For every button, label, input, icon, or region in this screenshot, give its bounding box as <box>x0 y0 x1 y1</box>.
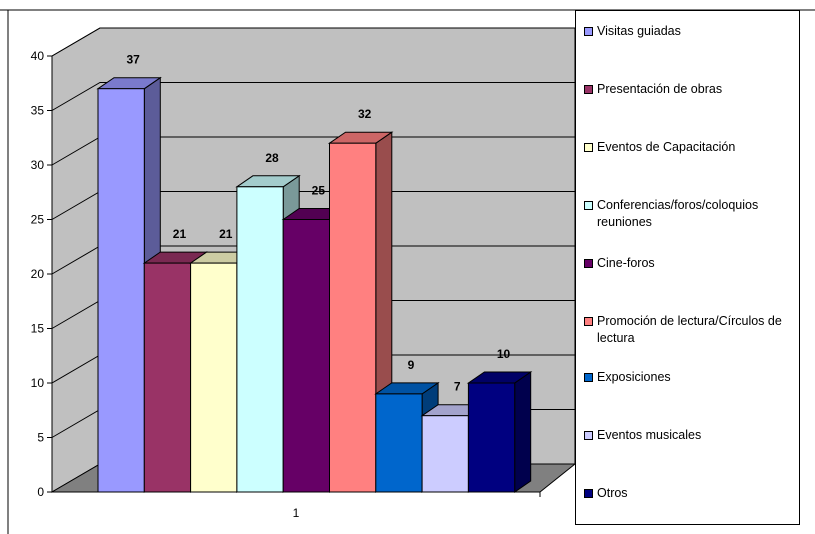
y-tick-label: 30 <box>31 158 45 172</box>
legend-swatch <box>584 85 593 94</box>
legend-item: Promoción de lectura/Círculos de lectura <box>584 313 799 347</box>
bar-front <box>329 142 377 493</box>
y-tick-label: 5 <box>37 431 44 445</box>
y-tick-label: 40 <box>31 49 45 63</box>
legend-swatch <box>584 373 593 382</box>
gridline <box>51 27 575 57</box>
legend-swatch <box>584 259 593 268</box>
legend-item: Eventos musicales <box>584 427 799 444</box>
legend-label: Cine-foros <box>597 256 655 270</box>
legend-label: Presentación de obras <box>597 82 723 96</box>
legend-label: Otros <box>597 486 628 500</box>
legend-item: Exposiciones <box>584 369 799 386</box>
legend: Visitas guiadas Presentación de obras Even… <box>575 10 800 525</box>
data-label: 21 <box>173 227 187 241</box>
bar-front <box>190 262 238 493</box>
legend-label: Conferencias/foros/coloquios reuniones <box>597 198 759 229</box>
bar-front <box>467 382 516 493</box>
legend-item: Visitas guiadas <box>584 23 799 40</box>
y-tick-label: 20 <box>31 267 45 281</box>
legend-swatch <box>584 431 593 440</box>
legend-swatch <box>584 489 593 498</box>
y-tick-label: 25 <box>31 213 45 227</box>
data-label: 28 <box>265 151 279 165</box>
bar <box>466 371 533 493</box>
legend-label: Promoción de lectura/Círculos de lectura <box>597 314 782 345</box>
y-axis: 0 5 10 15 20 25 30 35 40 <box>31 49 53 499</box>
bars <box>96 76 533 493</box>
legend-label: Visitas guiadas <box>597 24 681 38</box>
legend-swatch <box>584 201 593 210</box>
bar-front <box>97 88 145 493</box>
bar-side <box>514 371 532 493</box>
y-tick-label: 15 <box>31 322 45 336</box>
legend-item: Eventos de Capacitación <box>584 139 799 156</box>
y-tick-label: 35 <box>31 104 45 118</box>
bar-front <box>375 393 423 493</box>
y-tick-label: 0 <box>37 485 44 499</box>
legend-swatch <box>584 143 593 152</box>
legend-swatch <box>584 27 593 36</box>
legend-label: Exposiciones <box>597 370 671 384</box>
legend-item: Presentación de obras <box>584 81 799 98</box>
data-label: 7 <box>454 380 461 394</box>
legend-item: Otros <box>584 485 799 502</box>
data-labels: 37 21 21 28 25 32 9 7 10 <box>126 53 510 394</box>
legend-item: Cine-foros <box>584 255 799 272</box>
gridline <box>51 82 575 111</box>
bar-front <box>421 415 469 493</box>
data-label: 9 <box>408 358 415 372</box>
legend-swatch <box>584 317 593 326</box>
data-label: 10 <box>497 347 511 361</box>
bar-front <box>282 219 331 493</box>
data-label: 21 <box>219 227 233 241</box>
legend-item: Conferencias/foros/coloquios reuniones <box>584 197 799 231</box>
data-label: 32 <box>358 107 372 121</box>
data-label: 25 <box>312 184 326 198</box>
bar-front <box>236 186 284 493</box>
x-tick-label: 1 <box>293 506 300 520</box>
legend-label: Eventos musicales <box>597 428 702 442</box>
data-label: 37 <box>126 53 140 67</box>
bar-front <box>143 262 192 493</box>
legend-label: Eventos de Capacitación <box>597 140 736 154</box>
y-tick-label: 10 <box>31 376 45 390</box>
